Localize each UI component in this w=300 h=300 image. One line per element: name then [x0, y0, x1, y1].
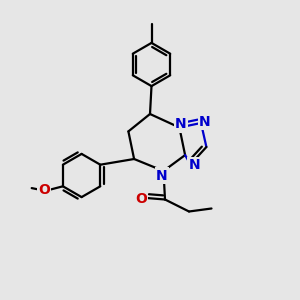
Text: O: O [38, 183, 50, 197]
Text: O: O [135, 192, 147, 206]
Text: N: N [189, 158, 200, 172]
Text: N: N [199, 115, 211, 128]
Text: N: N [156, 169, 168, 182]
Text: N: N [175, 118, 187, 131]
